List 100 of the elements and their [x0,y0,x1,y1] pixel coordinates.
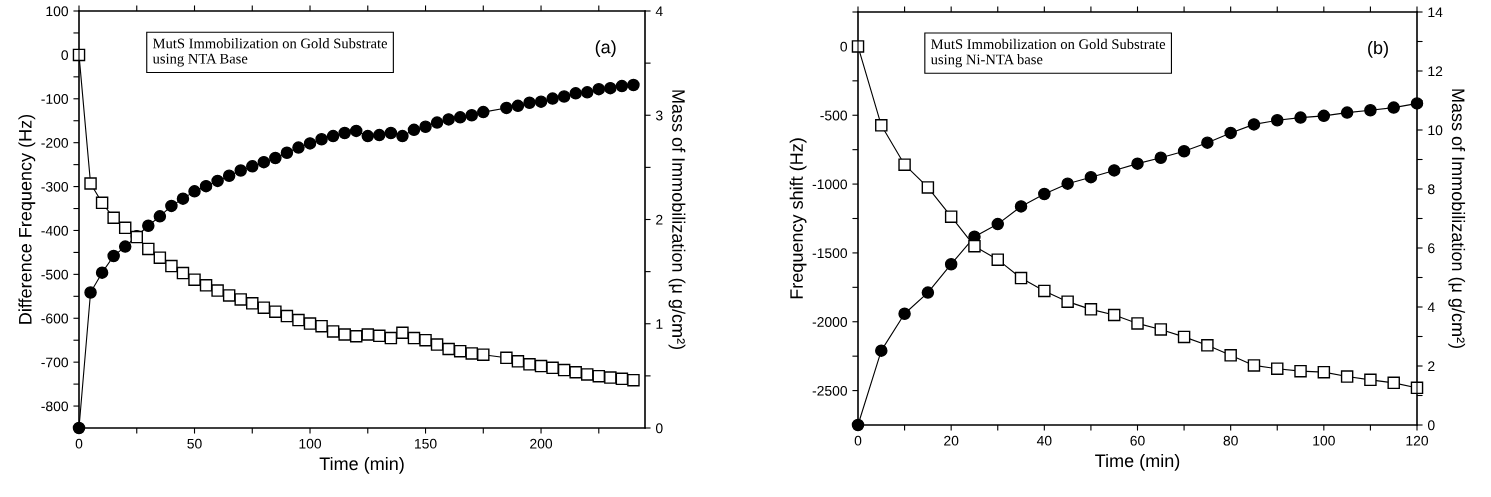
point [396,129,409,143]
y2-tick-label: 0 [1427,420,1435,431]
point [477,105,490,119]
point [1270,362,1284,375]
y-tick-label: -500 [820,110,848,121]
y-tick-label: 0 [61,50,69,61]
point [1038,284,1051,298]
point [292,313,305,327]
point [1387,101,1400,114]
point [118,240,132,253]
point [153,251,167,264]
point [107,249,120,263]
point [875,344,888,357]
x-tick-label: 100 [1313,435,1335,446]
y2-tick-label: 4 [1427,302,1435,313]
y2-tick-label: 14 [1428,7,1443,18]
annotation: MutS Immobilization on Gold Substrate using NTA Base [152,38,388,67]
point [1294,364,1307,378]
point [1201,339,1214,352]
point [991,253,1005,266]
point [580,368,594,381]
point [944,210,958,223]
y-axis-title: Frequency shift (Hz) [789,138,807,299]
point [615,79,629,93]
point [107,211,120,224]
point [523,96,536,109]
y-tick-label: -800 [41,401,69,412]
point [1131,157,1144,170]
x-tick-label: 0 [854,435,862,446]
point [1294,111,1307,124]
point [292,141,305,154]
point [188,185,201,198]
point [84,286,97,299]
point [1340,106,1354,119]
point [269,151,282,165]
y2-tick-label: 2 [656,214,663,225]
point [326,325,340,338]
point [222,289,236,302]
point [1317,365,1331,379]
point [1364,373,1377,387]
y2-axis-title: Mass of Immobilization (μ g/cm²) [668,90,686,349]
annotation: (b) [1368,40,1388,58]
y-tick-label: -400 [41,225,69,236]
point [211,174,224,188]
y-tick-label: -300 [41,181,69,192]
point [898,307,911,321]
point [1154,151,1168,164]
point [430,338,444,351]
y2-tick-label: 8 [1428,184,1435,195]
point [1061,295,1074,308]
point [84,177,97,190]
point [500,101,513,115]
y2-tick-label: 10 [1428,125,1443,136]
point [246,160,259,173]
point [1224,126,1237,140]
y2-tick-label: 0 [655,423,663,434]
point [1224,349,1237,362]
point [1317,109,1331,123]
point [465,108,478,122]
point [95,266,109,279]
point [875,119,888,132]
point [1084,303,1098,316]
point [453,111,467,124]
point [349,124,363,138]
point [234,164,247,177]
point [361,328,375,341]
x-tick-label: 60 [1130,435,1145,446]
point [944,257,958,271]
point [569,87,582,100]
point [165,259,178,273]
point [500,351,513,365]
point [511,99,525,113]
point [1154,323,1168,336]
point [534,95,548,108]
x-tick-label: 50 [187,438,202,449]
y-axis-title: Difference Frequency (Hz) [18,114,36,324]
point [1107,308,1121,322]
point [465,347,478,360]
point [1084,170,1098,184]
y2-tick-label: 3 [655,110,663,121]
point [118,221,132,235]
point [511,355,525,368]
x-tick-label: 0 [75,438,83,449]
y-tick-label: 0 [840,41,848,52]
point [349,330,363,343]
y2-tick-label: 2 [1428,361,1435,372]
point [921,286,935,299]
point [968,239,981,253]
point [442,342,455,356]
point [477,348,490,361]
x-tick-label: 20 [944,435,959,446]
point [546,92,559,105]
point [592,82,606,96]
point [211,284,224,297]
point [280,146,294,160]
point [1014,271,1028,285]
x-tick-label: 120 [1406,435,1429,446]
point [257,155,271,169]
point [604,81,617,95]
point [303,137,317,150]
